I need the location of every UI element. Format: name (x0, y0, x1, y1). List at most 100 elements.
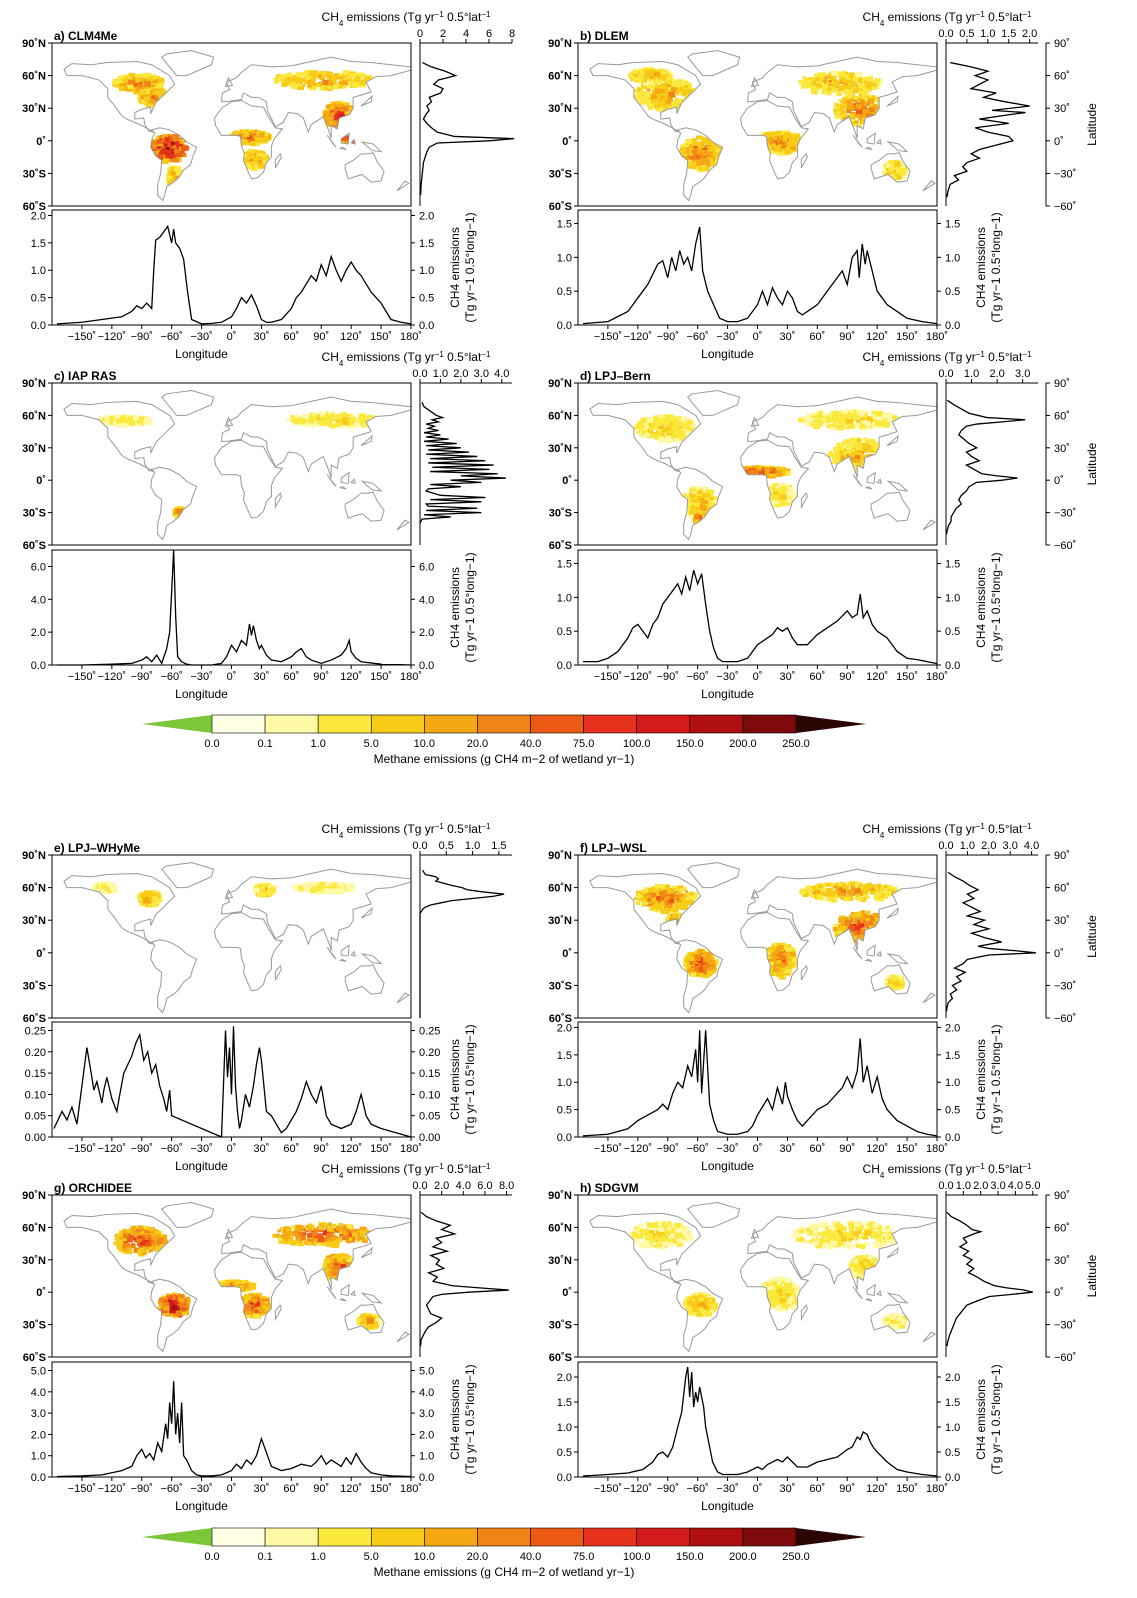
map-lat-tick-label: 0˚ (562, 475, 572, 487)
map-frame (577, 382, 938, 546)
lon-profile-right-tick-label: 1.5 (945, 559, 960, 571)
lon-tick-label: 120˚ (866, 1483, 888, 1495)
map-lat-tick-label: 60˚S (549, 201, 572, 213)
lon-tick-label: −60˚ (161, 671, 183, 683)
lat-profile-top-tick-label: 3.0 (1003, 840, 1018, 852)
lon-tick-label: 90˚ (839, 671, 855, 683)
colorbar-tick-label: 10.0 (414, 738, 435, 750)
lon-tick-label: −30˚ (716, 1483, 738, 1495)
lon-tick-label: 120˚ (340, 671, 362, 683)
lon-profile-right-tick-label: 1.0 (945, 1077, 960, 1089)
colorbar-swatch (477, 1527, 531, 1547)
lat-profile-line (419, 1211, 509, 1347)
lon-profile-left-tick-label: 0.0 (557, 320, 572, 332)
lat-profile-top-tick-label: 1.0 (980, 28, 995, 40)
lon-tick-label: −30˚ (190, 331, 212, 343)
coastline (870, 152, 911, 183)
map-lat-tick-label: 90˚N (22, 378, 46, 390)
lon-profile-left-tick-label: 1.5 (31, 238, 46, 250)
lon-profile-left-tick-label: 0.5 (557, 626, 572, 638)
coastline (326, 135, 337, 148)
map-frame (51, 1194, 412, 1358)
lon-profile-right-tick-label: 1.0 (945, 592, 960, 604)
lat-profile-right-tick-label: 60˚ (1054, 1222, 1070, 1234)
lon-tick-label: 60˚ (283, 1143, 299, 1155)
coastline (63, 1212, 176, 1285)
coastline (740, 1251, 810, 1331)
panel-f: f) LPJ–WSL 90˚N 60˚N 30˚N 0˚ 30˚S 60˚S 0.0 1.0 2.… (548, 822, 1099, 1174)
coastline (274, 964, 282, 981)
lon-profile-right-tick-label: 0.20 (419, 1047, 440, 1059)
coastline (63, 400, 176, 473)
lon-tick-label: −30˚ (190, 1483, 212, 1495)
map-lat-tick-label: 60˚N (22, 410, 46, 422)
colorbar-tick-label: 1.0 (311, 738, 326, 750)
coastline (220, 868, 412, 951)
colorbar-2: 0.0 0.1 1.0 5.0 10.0 20.0 40.0 75.0 100.0 150.0 20… (142, 1527, 866, 1579)
map-emission-field (63, 390, 411, 540)
lon-profile-axis-label-units: (Tg yr−1 0.5°long−1) (989, 1024, 1003, 1134)
lon-tick-label: −120˚ (624, 1143, 652, 1155)
lon-tick-label: 0˚ (753, 1143, 763, 1155)
map-lat-tick-label: 30˚S (549, 980, 572, 992)
coastline (750, 416, 760, 427)
panel-title: a) CLM4Me (54, 29, 118, 43)
coastline (886, 1292, 909, 1304)
lon-tick-label: 0˚ (227, 1143, 237, 1155)
lon-profile-axis-label: CH4 emissions (974, 1039, 988, 1120)
coastline (750, 76, 760, 88)
lon-profile-left-tick-label: 0.0 (31, 660, 46, 672)
coastline (214, 1251, 284, 1331)
lat-profile-top-tick-label: 4.0 (494, 368, 509, 380)
lat-profile-top-tick-label: 2 (440, 28, 446, 40)
lon-profile-axis-label: CH4 emissions (448, 1039, 462, 1120)
lon-tick-label: 150˚ (896, 1143, 918, 1155)
lon-profile-right-tick-label: 0.0 (945, 1132, 960, 1144)
colorbar-tick-label: 10.0 (414, 1551, 435, 1563)
lon-profile-frame (51, 1361, 412, 1478)
coastline (224, 888, 234, 900)
lon-profile-left-tick-label: 3.0 (31, 1408, 46, 1420)
lon-tick-label: 0˚ (227, 671, 237, 683)
lon-profile-axis-label: CH4 emissions (448, 227, 462, 308)
coastline (746, 56, 938, 139)
colorbar-swatch (424, 714, 478, 734)
lat-profile-top-tick-label: 0.0 (938, 1180, 953, 1192)
coastline (224, 76, 234, 88)
colorbar-swatch (689, 1527, 744, 1547)
lon-tick-label: −90˚ (657, 1143, 679, 1155)
lat-profile-top-tick-label: 1.0 (964, 368, 979, 380)
lon-profile-right-tick-label: 0.0 (419, 1472, 434, 1484)
lat-profile-top-tick-label: 0 (417, 28, 423, 40)
panel-e: e) LPJ–WHyMe 90˚N 60˚N 30˚N 0˚ 30˚S 60˚S 0.0 0.5… (22, 822, 512, 1173)
coastline (396, 180, 410, 192)
lon-tick-label: −90˚ (131, 331, 153, 343)
lon-tick-label: 120˚ (866, 331, 888, 343)
coastline (350, 1290, 356, 1297)
longitude-axis-label: Longitude (175, 687, 228, 701)
coastline (876, 138, 882, 145)
lon-profile-axis-label: CH4 emissions (974, 227, 988, 308)
lon-tick-label: −30˚ (716, 331, 738, 343)
lon-tick-label: −60˚ (161, 331, 183, 343)
lon-profile-right-tick-label: 1.5 (945, 219, 960, 231)
colorbar-swatch (636, 1527, 691, 1547)
coastline (326, 1286, 337, 1300)
coastline (866, 471, 876, 485)
colorbar-label: Methane emissions (g CH4 m−2 of wetland … (374, 752, 635, 766)
lon-tick-label: 60˚ (809, 671, 825, 683)
map-lat-tick-label: 30˚N (548, 103, 572, 115)
map-lat-tick-label: 60˚N (22, 1222, 46, 1234)
lon-profile-left-tick-label: 0.0 (31, 1472, 46, 1484)
map-lat-tick-label: 60˚S (23, 201, 46, 213)
map-lat-tick-label: 90˚N (548, 38, 572, 50)
coastline (350, 950, 356, 957)
lat-profile-right-tick-label: 60˚ (1054, 71, 1070, 83)
colorbar-swatch (530, 714, 584, 734)
lat-profile-top-tick-label: 8 (509, 28, 515, 40)
lat-profile-top-tick-label: 0.0 (938, 840, 953, 852)
lon-profile-left-tick-label: 0.10 (25, 1089, 46, 1101)
lat-profile-line (946, 1211, 1033, 1347)
lat-profile-axis-label: CH4 emissions (Tg yr−1 0.5°lat−1 (322, 350, 491, 368)
lon-profile-left-tick-label: 2.0 (557, 1022, 572, 1034)
